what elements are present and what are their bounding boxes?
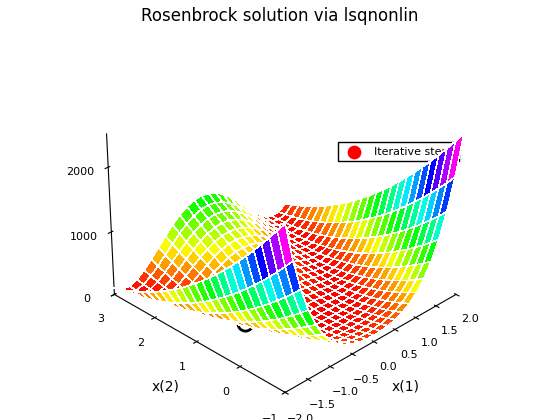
Title: Rosenbrock solution via lsqnonlin: Rosenbrock solution via lsqnonlin xyxy=(141,7,419,25)
Y-axis label: x(2): x(2) xyxy=(151,379,179,393)
X-axis label: x(1): x(1) xyxy=(391,379,419,393)
Legend: Iterative steps: Iterative steps xyxy=(338,142,459,161)
